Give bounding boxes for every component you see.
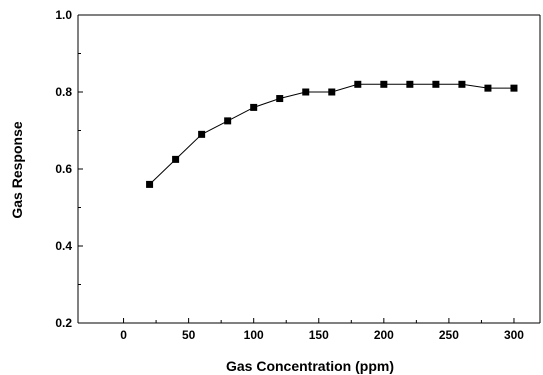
x-tick-label: 200 bbox=[374, 328, 394, 342]
data-point-marker bbox=[380, 80, 388, 88]
data-point-marker bbox=[250, 103, 258, 111]
y-tick-label: 0.2 bbox=[55, 316, 72, 330]
data-point-marker bbox=[354, 80, 362, 88]
data-point-marker bbox=[406, 80, 414, 88]
data-point-marker bbox=[172, 155, 180, 163]
x-axis-title: Gas Concentration (ppm) bbox=[226, 358, 394, 374]
ticks: 0.2 0.4 0.6 0.8 1.0 0 50 100 150 200 250 300 bbox=[55, 8, 524, 342]
data-point-marker bbox=[302, 88, 310, 96]
y-tick-label: 0.8 bbox=[55, 85, 72, 99]
x-tick-label: 300 bbox=[504, 328, 524, 342]
data-point-marker bbox=[328, 88, 336, 96]
data-point-marker bbox=[224, 117, 232, 125]
data-point-marker bbox=[276, 95, 284, 103]
data-point-marker bbox=[198, 130, 206, 138]
y-axis-title: Gas Response bbox=[9, 121, 25, 218]
x-tick-label: 50 bbox=[182, 328, 196, 342]
data-point-marker bbox=[484, 84, 492, 92]
x-tick-label: 0 bbox=[120, 328, 127, 342]
axes bbox=[77, 14, 541, 324]
data-point-marker bbox=[146, 180, 154, 188]
data-point-marker bbox=[432, 80, 440, 88]
data-series bbox=[146, 80, 518, 188]
y-tick-label: 0.4 bbox=[55, 239, 72, 253]
x-tick-label: 250 bbox=[439, 328, 459, 342]
data-point-marker bbox=[458, 80, 466, 88]
x-tick-label: 150 bbox=[309, 328, 329, 342]
y-tick-label: 1.0 bbox=[55, 8, 72, 22]
data-point-marker bbox=[510, 84, 518, 92]
x-tick-label: 100 bbox=[244, 328, 264, 342]
y-tick-label: 0.6 bbox=[55, 162, 72, 176]
